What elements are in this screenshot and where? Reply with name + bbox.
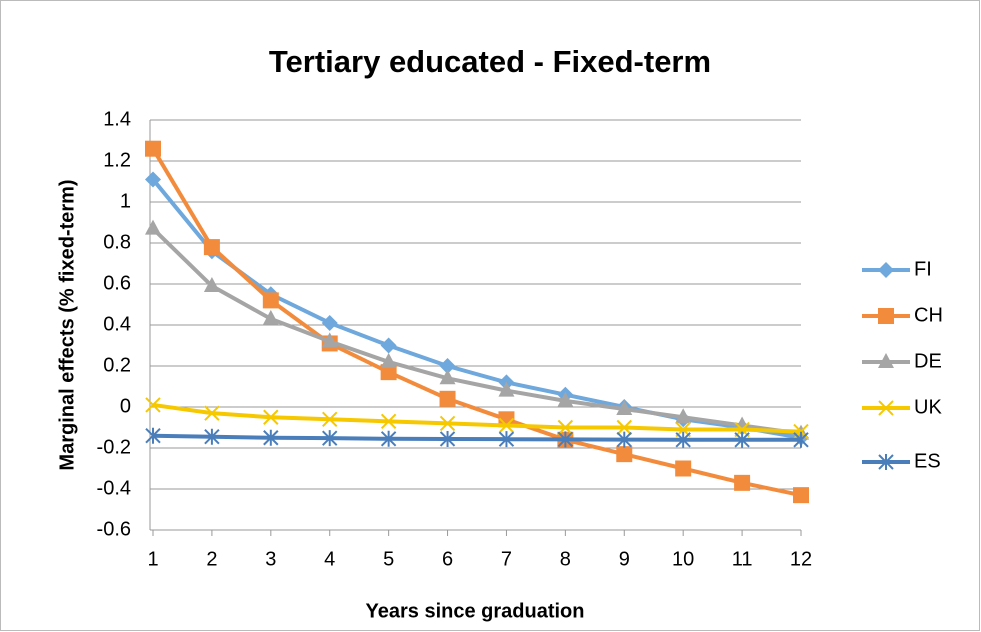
data-point bbox=[262, 309, 279, 325]
y-tick-label: 0.4 bbox=[103, 313, 131, 335]
data-point bbox=[203, 277, 220, 293]
series-line bbox=[152, 433, 801, 442]
data-point bbox=[204, 405, 220, 421]
data-point bbox=[321, 314, 338, 331]
y-tick-label: -0.6 bbox=[97, 518, 131, 540]
series-line bbox=[151, 178, 802, 440]
legend-marker bbox=[878, 308, 894, 324]
data-point bbox=[498, 381, 515, 397]
y-tick-label: 0 bbox=[120, 395, 131, 417]
data-point bbox=[793, 431, 809, 448]
chart-title: Tertiary educated - Fixed-term bbox=[269, 44, 711, 79]
y-tick-label: -0.4 bbox=[97, 477, 131, 499]
y-tick-label: 0.6 bbox=[103, 272, 131, 294]
data-point bbox=[145, 219, 161, 235]
legend-label: CH bbox=[914, 304, 943, 326]
data-point bbox=[145, 140, 161, 157]
data-point bbox=[557, 391, 574, 407]
legend-label: ES bbox=[914, 450, 941, 472]
legend-label: DE bbox=[914, 350, 942, 372]
legend-marker bbox=[878, 353, 894, 368]
data-point bbox=[616, 446, 633, 463]
x-tick-label: 6 bbox=[442, 548, 453, 570]
legend-marker bbox=[878, 262, 894, 278]
data-point bbox=[322, 411, 338, 428]
x-tick-label: 10 bbox=[672, 548, 694, 570]
data-point bbox=[262, 292, 279, 309]
data-point bbox=[204, 428, 220, 445]
data-point bbox=[439, 358, 456, 374]
data-point bbox=[380, 352, 397, 368]
x-axis-label: Years since graduation bbox=[366, 600, 585, 622]
data-point bbox=[616, 400, 633, 416]
y-tick-label: 1 bbox=[120, 190, 131, 212]
data-point bbox=[322, 430, 338, 447]
data-point bbox=[439, 415, 456, 432]
data-point bbox=[616, 419, 632, 436]
data-point bbox=[263, 409, 279, 425]
data-point bbox=[498, 431, 515, 448]
data-point bbox=[380, 364, 397, 381]
data-point bbox=[145, 427, 161, 444]
data-point bbox=[439, 430, 456, 447]
x-tick-label: 5 bbox=[383, 548, 394, 570]
legend-label: UK bbox=[914, 396, 942, 418]
x-tick-label: 7 bbox=[501, 548, 512, 570]
data-point bbox=[675, 408, 692, 424]
data-point bbox=[321, 332, 338, 348]
series-line bbox=[151, 147, 802, 498]
data-point bbox=[675, 460, 692, 477]
x-tick-label: 3 bbox=[265, 548, 276, 570]
data-point bbox=[380, 413, 397, 430]
y-tick-label: 0.2 bbox=[103, 354, 131, 376]
data-point bbox=[498, 411, 515, 428]
data-point bbox=[203, 239, 220, 256]
data-point bbox=[793, 487, 809, 504]
legend-marker bbox=[878, 400, 894, 416]
data-point bbox=[616, 431, 632, 448]
x-tick-label: 4 bbox=[324, 548, 335, 570]
legend-label: FI bbox=[914, 258, 932, 280]
series-line bbox=[151, 227, 802, 436]
data-point bbox=[498, 417, 515, 434]
y-tick-label: 0.8 bbox=[103, 231, 131, 253]
x-tick-label: 2 bbox=[206, 548, 217, 570]
series-line bbox=[152, 402, 802, 434]
y-tick-label: 1.4 bbox=[103, 108, 131, 130]
y-axis-label: Marginal effects (% fixed-term) bbox=[56, 179, 78, 470]
x-tick-label: 11 bbox=[732, 548, 753, 570]
data-point bbox=[145, 171, 161, 188]
data-point bbox=[557, 431, 574, 448]
data-point bbox=[734, 431, 750, 448]
data-point bbox=[675, 431, 691, 448]
x-tick-label: 8 bbox=[560, 548, 571, 570]
data-point bbox=[439, 369, 456, 385]
x-tick-label: 12 bbox=[790, 548, 812, 570]
data-point bbox=[145, 397, 161, 413]
data-point bbox=[380, 337, 397, 354]
data-point bbox=[557, 419, 574, 436]
y-tick-label: 1.2 bbox=[103, 149, 131, 171]
data-point bbox=[439, 390, 456, 407]
y-tick-label: -0.2 bbox=[97, 436, 131, 458]
data-point bbox=[734, 474, 751, 491]
x-tick-label: 9 bbox=[619, 548, 630, 570]
data-point bbox=[380, 430, 397, 447]
legend-marker bbox=[878, 454, 894, 470]
data-point bbox=[263, 429, 279, 446]
x-tick-label: 1 bbox=[147, 548, 158, 570]
